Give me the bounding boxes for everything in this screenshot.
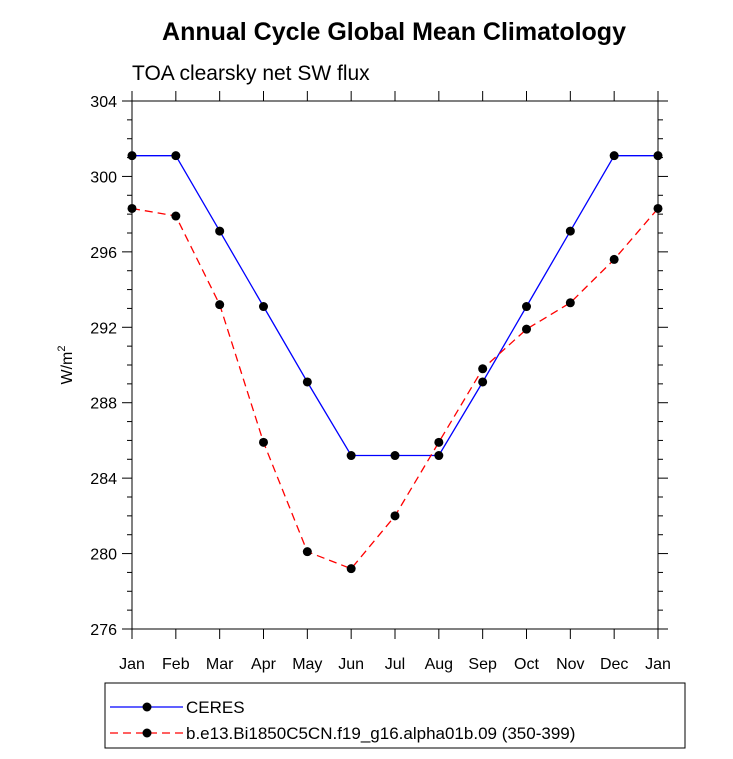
series-1-point [390, 451, 400, 461]
series-2-point [478, 364, 488, 374]
chart-title: Annual Cycle Global Mean Climatology [162, 18, 626, 46]
x-tick-label: Mar [206, 656, 234, 673]
series-1-point [565, 226, 575, 236]
y-tick-label: 284 [90, 471, 117, 488]
y-axis-label-superscript: 2 [56, 346, 68, 352]
series-2-point [346, 564, 356, 574]
series-1-point [259, 302, 268, 312]
series-2-point [171, 211, 181, 221]
series-2-point [609, 254, 619, 264]
y-tick-labels: 276 280 284 288 292 296 300 304 [90, 94, 117, 639]
legend-box [104, 682, 686, 749]
legend-label-2: b.e13.Bi1850C5CN.f19_g16.alpha01b.09 (35… [186, 724, 575, 743]
chart-subtitle: TOA clearsky net SW flux [132, 62, 370, 85]
series-2-point [522, 324, 531, 334]
legend-marker-2 [142, 728, 152, 738]
series-2-point [215, 300, 225, 310]
y-axis-label-text: W/m [59, 352, 76, 385]
y-tick-label: 280 [90, 547, 117, 564]
series-1-point [302, 377, 312, 387]
x-tick-label: Feb [162, 656, 190, 673]
series-lines [127, 151, 663, 574]
plot-frame [131, 100, 659, 630]
x-tick-labels: Jan Feb Mar Apr May Jun Jul Aug Sep Oct Nov Dec Jan [119, 656, 671, 673]
legend-marker-1 [142, 702, 152, 712]
y-tick-label: 300 [90, 169, 117, 186]
series-1-point [434, 451, 444, 461]
x-tick-label: Jul [385, 656, 405, 673]
y-tick-label: 304 [90, 94, 117, 111]
y-tick-label: 296 [90, 245, 117, 262]
series-1-point [522, 302, 531, 312]
series-2-point [302, 547, 312, 557]
series-2-point [390, 511, 400, 521]
x-tick-label: Aug [425, 656, 453, 673]
series-1-point [171, 151, 181, 161]
series-1-point [346, 451, 356, 461]
x-tick-label: Apr [251, 656, 277, 673]
x-tick-label: May [292, 656, 322, 673]
series-2-point [565, 298, 575, 308]
x-tick-label: Jun [338, 656, 364, 673]
series-line-1 [132, 155, 658, 457]
x-tick-label: Oct [514, 656, 539, 673]
legend: CERES b.e13.Bi1850C5CN.f19_g16.alpha01b.0… [110, 698, 575, 743]
series-2-point [259, 437, 268, 447]
x-tick-label: Jan [645, 656, 671, 673]
x-tick-label: Jan [119, 656, 145, 673]
y-tick-label: 292 [90, 320, 117, 337]
series-1-point [609, 151, 619, 161]
x-tick-label: Sep [468, 656, 497, 673]
legend-label-1: CERES [186, 698, 245, 717]
x-tick-label: Nov [556, 656, 584, 673]
series-1-point [215, 226, 225, 236]
x-tick-label: Dec [600, 656, 628, 673]
y-tick-label: 288 [90, 396, 117, 413]
series-1-point [478, 377, 488, 387]
minor-ticks [122, 91, 668, 639]
series-2-point [434, 437, 444, 447]
y-tick-label: 276 [90, 622, 117, 639]
y-axis-label: W/m2 [56, 346, 76, 385]
